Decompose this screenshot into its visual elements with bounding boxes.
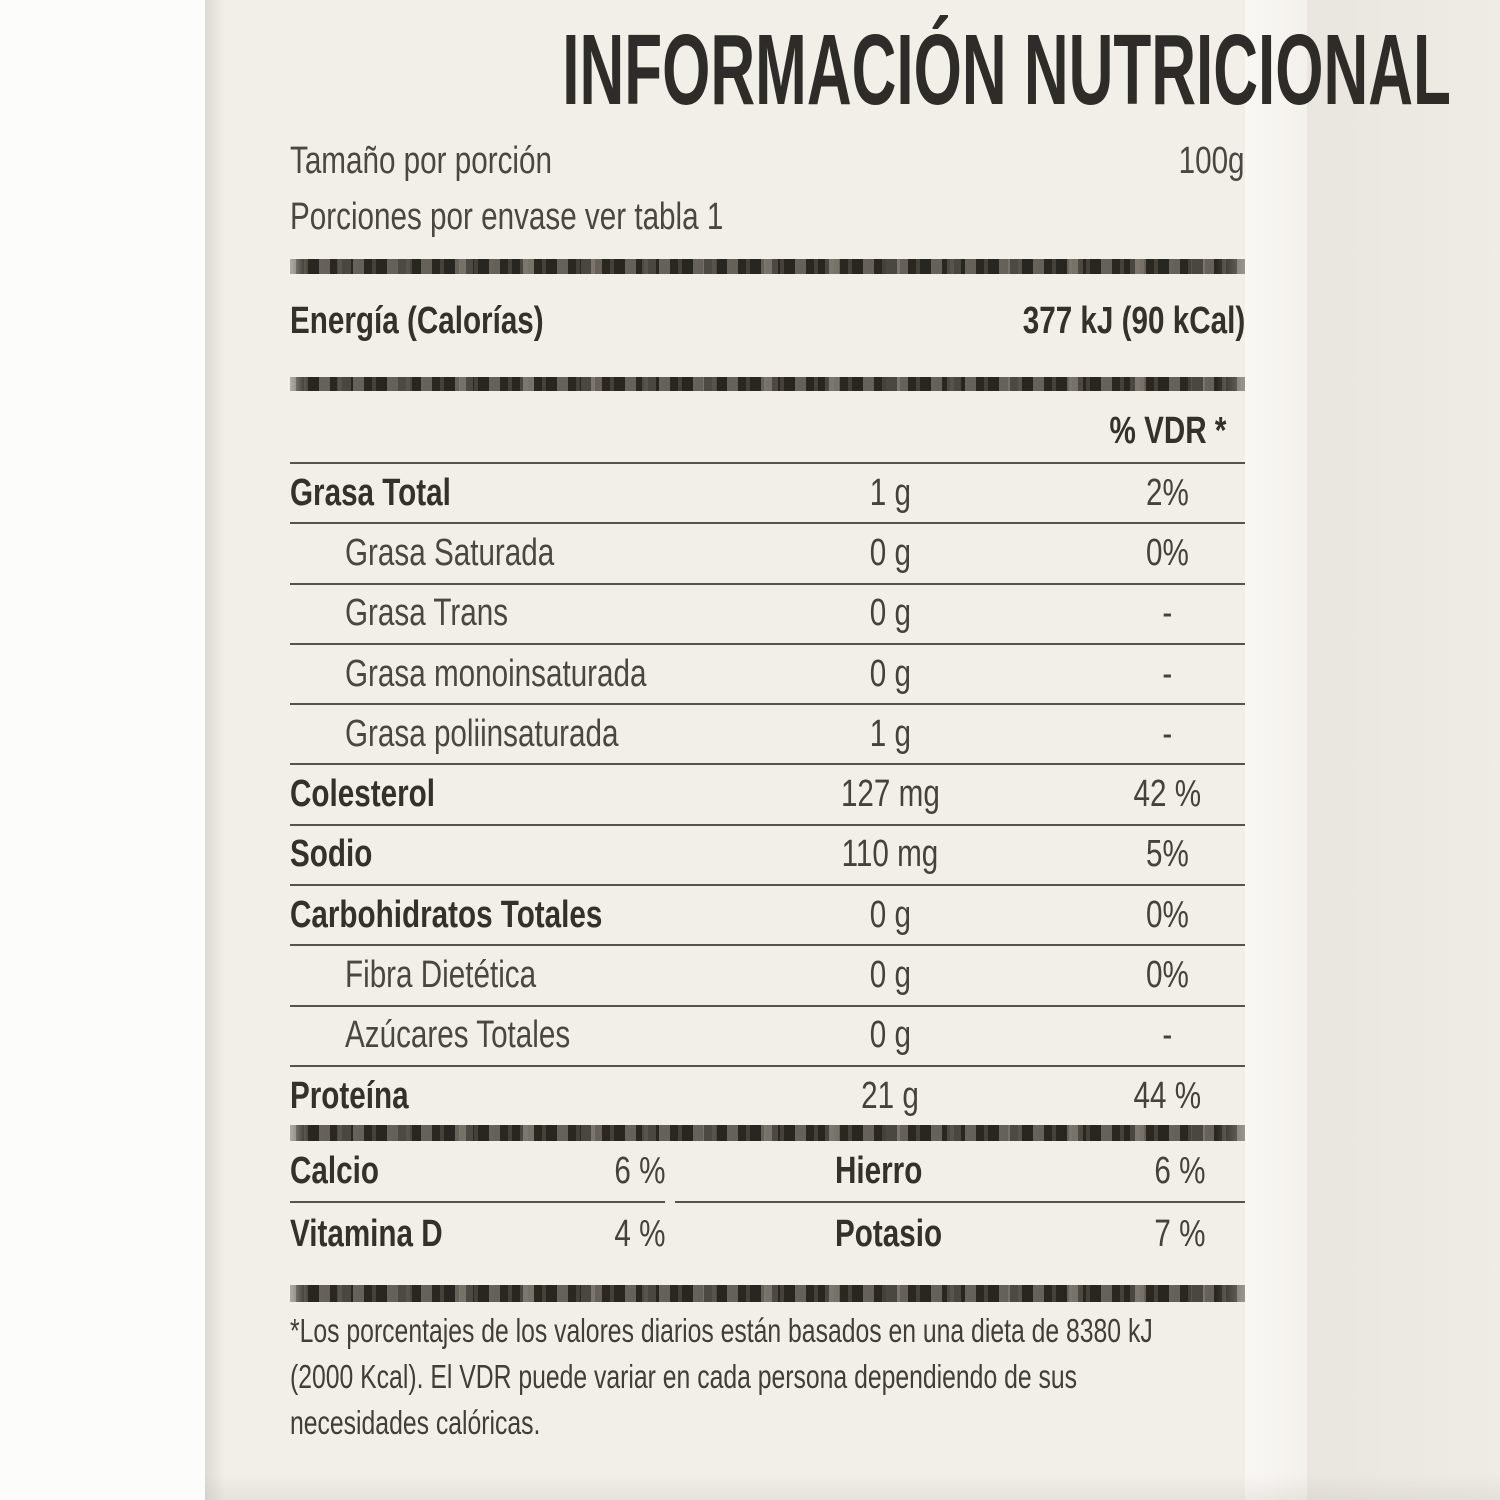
nutrient-label: Grasa Trans [345,592,509,635]
nutrient-label: Grasa monoinsaturada [345,652,647,695]
table-row: Azúcares Totales 0 g - [290,1004,1245,1065]
table-row: Grasa Trans 0 g - [290,582,1245,643]
nutrient-amount: 0 g [869,893,911,936]
nutrient-label: Colesterol [290,773,435,816]
table-row: Proteína 21 g 44 % [290,1064,1245,1125]
minerals-table: Calcio 6 % Hierro 6 % Vitamina D 4 % Pot… [290,1141,1245,1264]
nutrient-amount: 0 g [869,954,911,997]
serving-size-label: Tamaño por porción [290,140,552,182]
nutrient-label: Azúcares Totales [345,1014,571,1057]
table-row: Carbohidratos Totales 0 g 0% [290,884,1245,944]
nutrient-label: Sodio [290,833,373,876]
footnote-line: (2000 Kcal). El VDR puede variar en cada… [290,1358,1078,1395]
nutrient-label: Carbohidratos Totales [290,893,603,936]
nutrient-label: Grasa Total [290,471,451,514]
table-row: Grasa Saturada 0 g 0% [290,522,1245,582]
table-row: Colesterol 127 mg 42 % [290,763,1245,823]
table-row: Grasa Total 1 g 2% [290,462,1245,522]
dv-header-cell: % VDR * [1010,410,1245,453]
nutrient-dv: 0% [1146,531,1189,574]
minerals-row: Vitamina D 4 % Potasio 7 % [290,1204,1245,1264]
nutrient-dv: 42 % [1133,773,1202,816]
nutrient-dv: 0% [1146,954,1189,997]
nutrient-label: Fibra Dietética [345,954,537,997]
label-right-edge [1307,0,1500,1500]
bottle-highlight [1245,0,1307,1500]
thick-divider [290,1285,1245,1302]
mineral-value: 7 % [1153,1212,1205,1255]
nutrition-table: Grasa Total 1 g 2% Grasa Saturada 0 g 0%… [290,462,1245,1125]
nutrient-label: Grasa poliinsaturada [345,712,619,755]
nutrient-amount: 0 g [869,531,911,574]
nutrient-amount: 127 mg [840,773,940,816]
nutrient-dv: 5% [1146,833,1189,876]
table-row: Grasa poliinsaturada 1 g - [290,703,1245,763]
table-row: Sodio 110 mg 5% [290,823,1245,884]
minerals-row: Calcio 6 % Hierro 6 % [290,1141,1245,1203]
thick-divider [290,1125,1245,1141]
servings-per-container-label: Porciones por envase ver tabla 1 [290,196,724,238]
energy-label: Energía (Calorías) [290,300,544,342]
nutrient-dv: - [1162,592,1173,635]
nutrition-label: INFORMACIÓN NUTRICIONAL Tamaño por porci… [290,0,1451,1500]
nutrient-amount: 1 g [869,471,911,514]
nutrient-amount: 110 mg [841,833,939,876]
mineral-value: 4 % [613,1212,665,1255]
dv-header: % VDR * [1109,409,1226,452]
table-row: Fibra Dietética 0 g 0% [290,944,1245,1004]
mineral-label: Vitamina D [290,1212,443,1255]
nutrient-amount: 21 g [861,1074,919,1117]
nutrient-dv: 2% [1146,471,1189,514]
footnote-line: *Los porcentajes de los valores diarios … [290,1312,1153,1349]
label-left-shadow [205,0,225,1500]
mineral-label: Calcio [290,1149,379,1192]
nutrient-amount: 0 g [869,592,911,635]
servings-per-container-row: Porciones por envase ver tabla 1 [290,196,1245,239]
energy-row: Energía (Calorías) 377 kJ (90 kCal) [290,300,1245,343]
table-row: Grasa monoinsaturada 0 g - [290,642,1245,703]
footnote: *Los porcentajes de los valores diarios … [290,1312,1390,1450]
dv-header-row: % VDR * [290,402,1245,460]
mineral-value: 6 % [1153,1149,1205,1192]
mineral-value: 6 % [613,1149,665,1192]
nutrition-title-text: INFORMACIÓN NUTRICIONAL [562,14,1451,126]
nutrient-dv: - [1162,1014,1173,1057]
serving-size-row: Tamaño por porción 100g [290,140,1245,183]
nutrient-label: Grasa Saturada [345,531,555,574]
nutrient-amount: 1 g [869,712,911,755]
nutrient-amount: 0 g [869,652,911,695]
serving-size-value: 100g [1179,140,1245,182]
thick-divider [290,259,1245,274]
nutrient-dv: 0% [1146,893,1189,936]
nutrient-dv: - [1162,652,1173,695]
mineral-label: Potasio [835,1212,943,1255]
footnote-line: necesidades calóricas. [290,1404,541,1441]
nutrient-amount: 0 g [869,1014,911,1057]
label-left-edge [0,0,205,1500]
nutrition-title: INFORMACIÓN NUTRICIONAL [290,20,1451,120]
nutrient-dv: - [1162,712,1173,755]
mineral-label: Hierro [835,1149,923,1192]
photo-bottom-shade [205,1474,1500,1500]
thick-divider [290,377,1245,391]
nutrient-label: Proteína [290,1074,409,1117]
energy-value: 377 kJ (90 kCal) [1022,300,1245,342]
nutrient-dv: 44 % [1133,1074,1202,1117]
